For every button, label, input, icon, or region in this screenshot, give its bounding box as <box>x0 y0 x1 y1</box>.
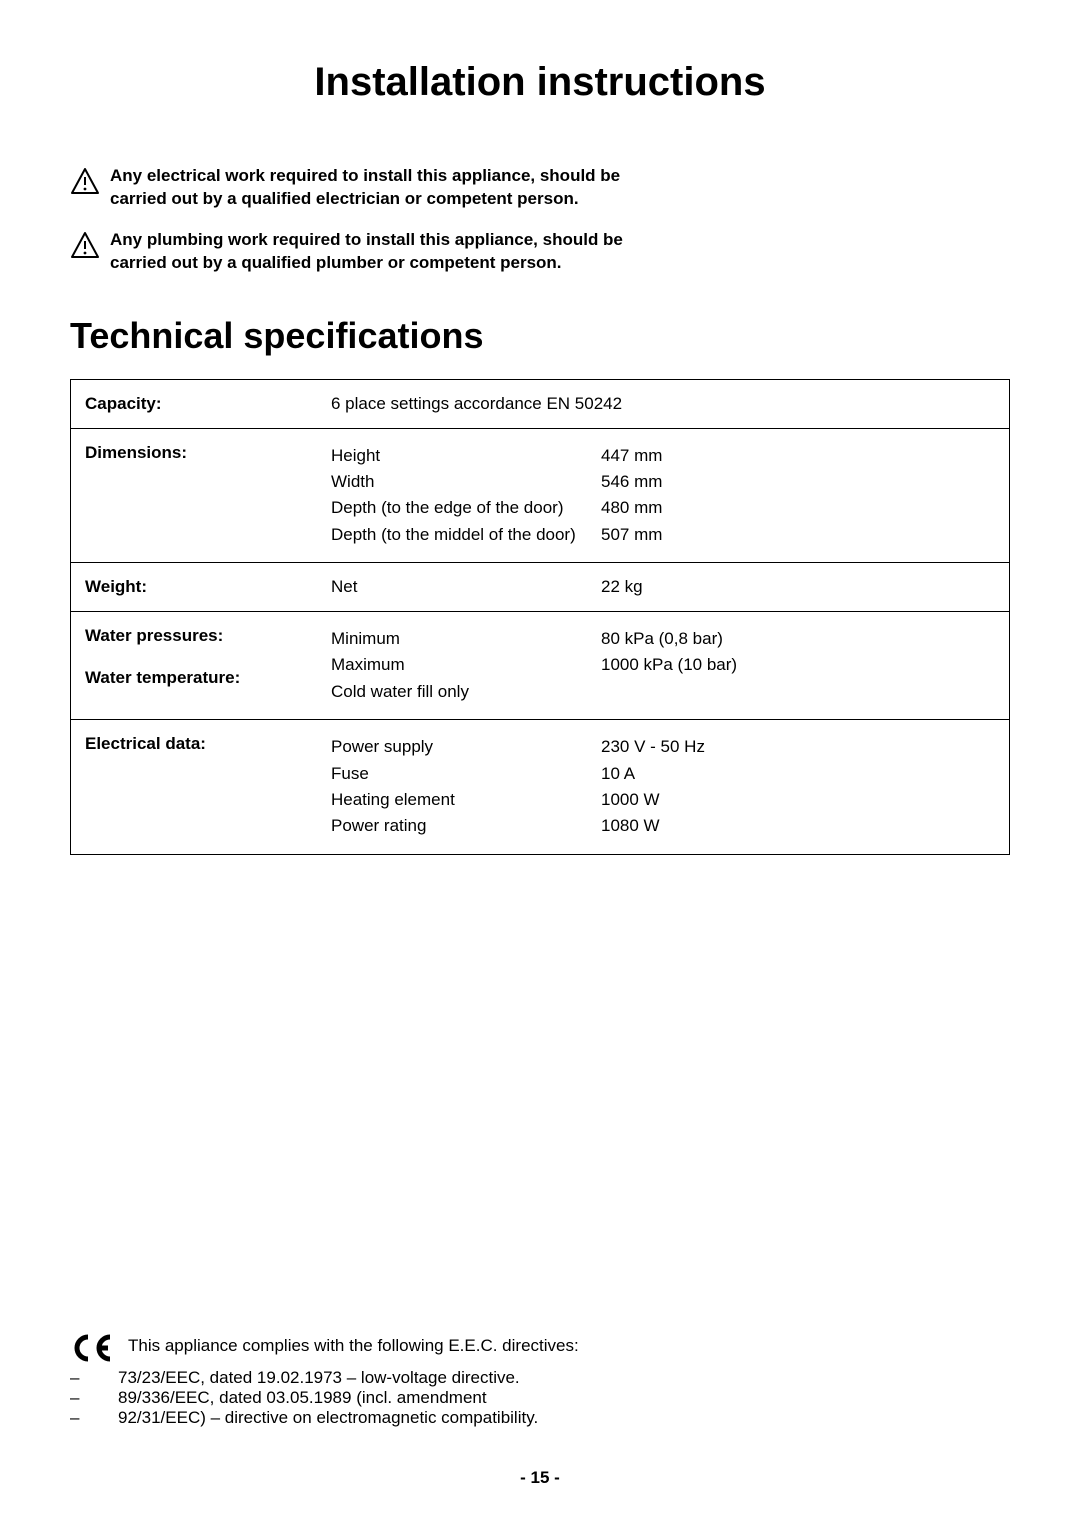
footer-line: – 73/23/EEC, dated 19.02.1973 – low-volt… <box>70 1368 1010 1388</box>
water-key: Minimum <box>331 626 601 652</box>
row-capacity: Capacity: 6 place settings accordance EN… <box>71 380 1009 428</box>
section-title: Technical specifications <box>70 315 1010 357</box>
warning-icon <box>70 231 104 264</box>
elec-key: Power rating <box>331 813 601 839</box>
elec-key: Fuse <box>331 761 601 787</box>
row-dimensions: Dimensions: Height Width Depth (to the e… <box>71 428 1009 562</box>
dim-val: 480 mm <box>601 495 1009 521</box>
page: Installation instructions Any electrical… <box>0 0 1080 1528</box>
footer-intro: This appliance complies with the followi… <box>128 1333 579 1359</box>
water-values: 80 kPa (0,8 bar) 1000 kPa (10 bar) <box>601 612 1009 719</box>
water-keys: Minimum Maximum Cold water fill only <box>331 612 601 719</box>
elec-key: Heating element <box>331 787 601 813</box>
label-water-temperature: Water temperature: <box>85 668 321 688</box>
dim-key: Depth (to the middel of the door) <box>331 522 601 548</box>
warning-plumbing: Any plumbing work required to install th… <box>70 229 1010 275</box>
warning-icon <box>70 167 104 200</box>
spec-table: Capacity: 6 place settings accordance EN… <box>70 379 1010 855</box>
dim-val: 546 mm <box>601 469 1009 495</box>
warning-electrical: Any electrical work required to install … <box>70 165 1010 211</box>
elec-key: Power supply <box>331 734 601 760</box>
dash: – <box>70 1368 118 1388</box>
water-val: 1000 kPa (10 bar) <box>601 652 1009 678</box>
water-key: Cold water fill only <box>331 679 601 705</box>
value-capacity: 6 place settings accordance EN 50242 <box>331 380 1009 428</box>
label-water-pressures: Water pressures: <box>85 626 321 646</box>
dim-key: Width <box>331 469 601 495</box>
footer-compliance: This appliance complies with the followi… <box>70 1333 1010 1428</box>
row-weight: Weight: Net 22 kg <box>71 562 1009 611</box>
label-electrical: Electrical data: <box>71 720 331 853</box>
elec-val: 10 A <box>601 761 1009 787</box>
water-val: 80 kPa (0,8 bar) <box>601 626 1009 652</box>
electrical-values: 230 V - 50 Hz 10 A 1000 W 1080 W <box>601 720 1009 853</box>
label-dimensions: Dimensions: <box>71 429 331 562</box>
dimensions-keys: Height Width Depth (to the edge of the d… <box>331 429 601 562</box>
label-weight: Weight: <box>71 563 331 611</box>
water-key: Maximum <box>331 652 601 678</box>
ce-mark-icon <box>70 1333 118 1368</box>
row-water: Water pressures: Water temperature: Mini… <box>71 611 1009 719</box>
elec-val: 230 V - 50 Hz <box>601 734 1009 760</box>
dim-val: 447 mm <box>601 443 1009 469</box>
dash: – <box>70 1388 118 1408</box>
footer-text: 92/31/EEC) – directive on electromagneti… <box>118 1408 538 1428</box>
row-electrical: Electrical data: Power supply Fuse Heati… <box>71 719 1009 853</box>
footer-text: 89/336/EEC, dated 03.05.1989 (incl. amen… <box>118 1388 487 1408</box>
dim-val: 507 mm <box>601 522 1009 548</box>
warning-text-electrical: Any electrical work required to install … <box>110 165 630 211</box>
electrical-keys: Power supply Fuse Heating element Power … <box>331 720 601 853</box>
main-title: Installation instructions <box>70 60 1010 105</box>
dim-key: Height <box>331 443 601 469</box>
label-water: Water pressures: Water temperature: <box>71 612 331 719</box>
page-number: - 15 - <box>0 1468 1080 1488</box>
label-capacity: Capacity: <box>71 380 331 428</box>
weight-key: Net <box>331 563 601 611</box>
warning-text-plumbing: Any plumbing work required to install th… <box>110 229 630 275</box>
elec-val: 1000 W <box>601 787 1009 813</box>
footer-line: – 92/31/EEC) – directive on electromagne… <box>70 1408 1010 1428</box>
weight-val: 22 kg <box>601 563 1009 611</box>
elec-val: 1080 W <box>601 813 1009 839</box>
dimensions-values: 447 mm 546 mm 480 mm 507 mm <box>601 429 1009 562</box>
footer-text: 73/23/EEC, dated 19.02.1973 – low-voltag… <box>118 1368 520 1388</box>
ce-row: This appliance complies with the followi… <box>70 1333 1010 1368</box>
footer-line: – 89/336/EEC, dated 03.05.1989 (incl. am… <box>70 1388 1010 1408</box>
dash: – <box>70 1408 118 1428</box>
dim-key: Depth (to the edge of the door) <box>331 495 601 521</box>
